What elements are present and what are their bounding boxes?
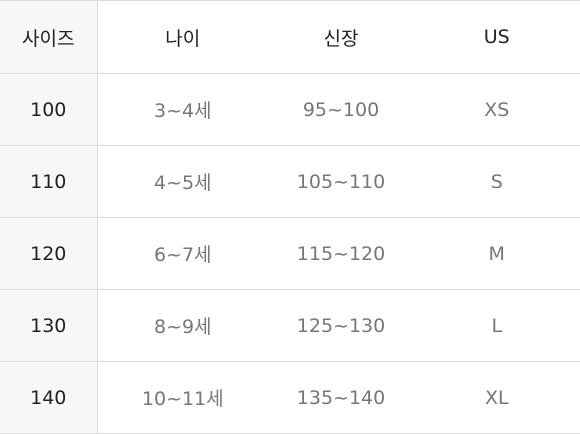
header-height: 신장 <box>268 0 414 74</box>
header-us-size: US <box>414 0 580 74</box>
cell-height: 95~100 <box>268 73 414 146</box>
cell-size: 140 <box>0 361 98 434</box>
cell-age: 3~4세 <box>97 73 268 146</box>
cell-height: 135~140 <box>268 361 414 434</box>
size-chart-header: 사이즈 나이 신장 US <box>0 0 580 74</box>
size-chart-body: 100 3~4세 95~100 XS 110 4~5세 105~110 S 12… <box>0 73 580 434</box>
table-row: 120 6~7세 115~120 M <box>0 217 580 290</box>
cell-size: 120 <box>0 217 98 290</box>
cell-height: 115~120 <box>268 217 414 290</box>
cell-height: 125~130 <box>268 289 414 362</box>
cell-size: 100 <box>0 73 98 146</box>
header-size: 사이즈 <box>0 0 98 74</box>
cell-age: 4~5세 <box>97 145 268 218</box>
table-row: 140 10~11세 135~140 XL <box>0 361 580 434</box>
cell-age: 6~7세 <box>97 217 268 290</box>
cell-us-size: XS <box>414 73 580 146</box>
cell-us-size: S <box>414 145 580 218</box>
cell-us-size: M <box>414 217 580 290</box>
cell-size: 110 <box>0 145 98 218</box>
cell-height: 105~110 <box>268 145 414 218</box>
table-row: 110 4~5세 105~110 S <box>0 145 580 218</box>
cell-age: 10~11세 <box>97 361 268 434</box>
cell-age: 8~9세 <box>97 289 268 362</box>
header-age: 나이 <box>97 0 268 74</box>
cell-us-size: XL <box>414 361 580 434</box>
cell-us-size: L <box>414 289 580 362</box>
cell-size: 130 <box>0 289 98 362</box>
header-row: 사이즈 나이 신장 US <box>0 0 580 74</box>
table-row: 100 3~4세 95~100 XS <box>0 73 580 146</box>
table-row: 130 8~9세 125~130 L <box>0 289 580 362</box>
